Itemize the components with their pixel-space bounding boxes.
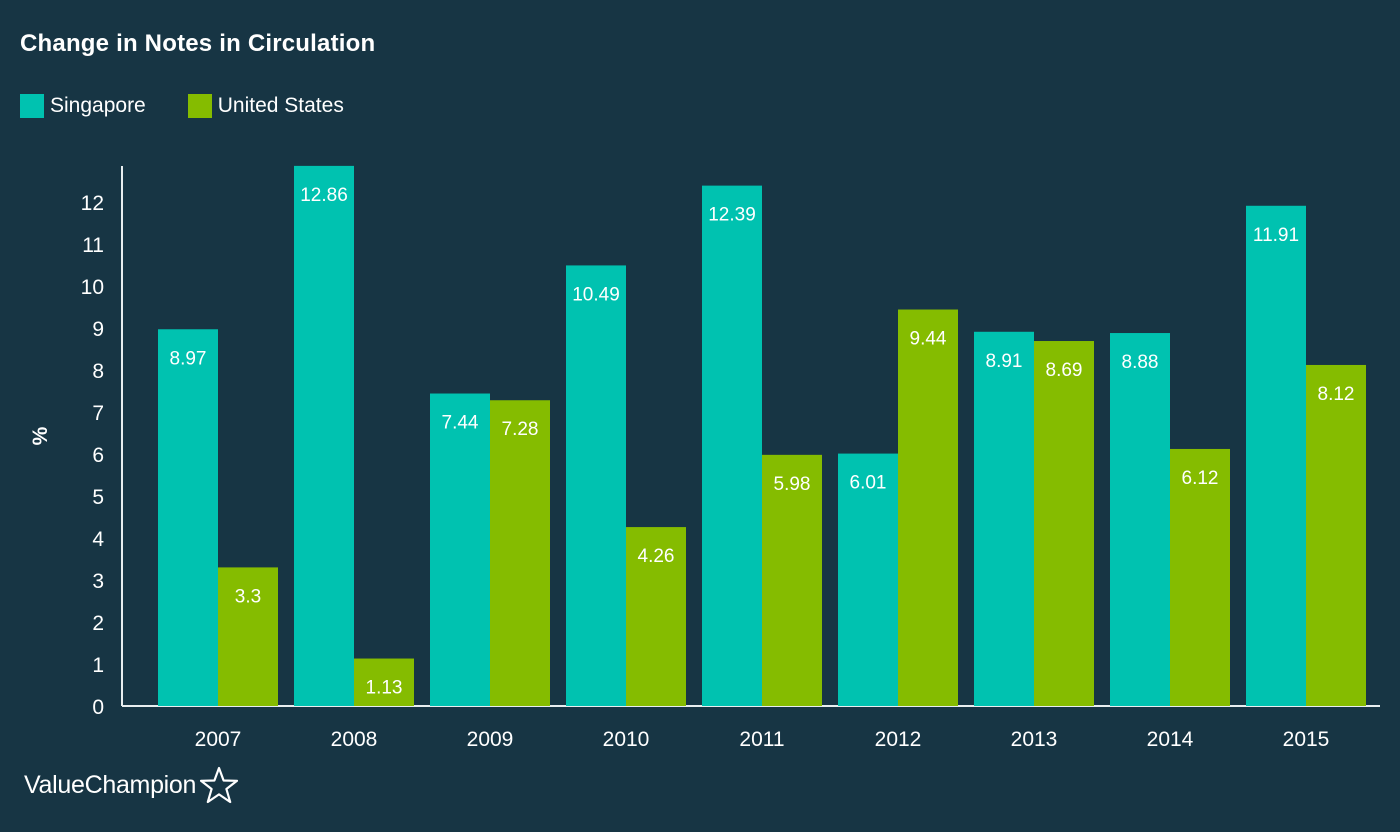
data-label: 8.69	[1046, 360, 1083, 381]
x-tick-label: 2009	[467, 728, 514, 751]
y-tick-label: 12	[81, 192, 104, 215]
legend-item-singapore: Singapore	[20, 94, 146, 118]
y-tick-label: 3	[92, 570, 104, 593]
y-axis-title: %	[29, 426, 52, 445]
y-tick-label: 11	[82, 234, 104, 257]
x-tick-label: 2013	[1011, 728, 1058, 751]
x-tick-label: 2010	[603, 728, 650, 751]
data-label: 1.13	[366, 678, 403, 699]
y-tick-label: 7	[92, 402, 104, 425]
y-tick-label: 5	[92, 486, 104, 509]
bar-singapore-2009	[430, 393, 490, 706]
legend-label-singapore: Singapore	[50, 94, 146, 117]
bar-united-states-2007	[218, 567, 278, 706]
x-tick-label: 2012	[875, 728, 922, 751]
x-tick-label: 2015	[1283, 728, 1330, 751]
data-label: 3.3	[235, 586, 261, 607]
bar-singapore-2012	[838, 453, 898, 706]
bar-singapore-2011	[702, 185, 762, 706]
legend-item-united-states: United States	[187, 94, 344, 118]
data-label: 8.88	[1122, 352, 1159, 373]
data-label: 7.44	[442, 413, 479, 434]
legend: Singapore United States	[20, 94, 386, 118]
data-label: 12.39	[708, 205, 756, 226]
bar-united-states-2011	[762, 454, 822, 706]
bar-singapore-2015	[1246, 205, 1306, 706]
brand-logo: ValueChampion	[24, 766, 239, 804]
y-tick-label: 0	[92, 696, 104, 719]
y-tick-label: 8	[92, 360, 104, 383]
data-label: 9.44	[910, 329, 947, 350]
y-tick-label: 9	[92, 318, 104, 341]
bar-united-states-2015	[1306, 364, 1366, 706]
bar-singapore-2007	[158, 329, 218, 706]
bar-united-states-2014	[1170, 448, 1230, 706]
brand-name: ValueChampion	[24, 770, 197, 799]
bar-united-states-2010	[626, 527, 686, 706]
data-label: 10.49	[572, 284, 620, 305]
data-label: 4.26	[638, 546, 675, 567]
data-label: 6.12	[1182, 468, 1219, 489]
y-tick-label: 1	[92, 654, 104, 677]
y-tick-label: 4	[92, 528, 104, 551]
legend-label-united-states: United States	[217, 94, 344, 117]
bar-singapore-2013	[974, 331, 1034, 706]
x-tick-label: 2011	[739, 728, 784, 751]
bar-singapore-2014	[1110, 333, 1170, 706]
data-label: 7.28	[502, 419, 539, 440]
y-tick-label: 6	[92, 444, 104, 467]
y-tick-label: 2	[92, 612, 104, 635]
data-label: 8.12	[1318, 384, 1355, 405]
x-tick-label: 2007	[195, 728, 242, 751]
chart-title: Change in Notes in Circulation	[20, 30, 376, 57]
y-tick-label: 10	[81, 276, 104, 299]
star-outline-icon	[200, 766, 239, 804]
data-label: 8.91	[986, 351, 1023, 372]
x-tick-label: 2008	[331, 728, 378, 751]
bar-united-states-2012	[898, 309, 958, 706]
bar-singapore-2008	[294, 165, 354, 706]
bar-united-states-2009	[490, 400, 550, 706]
data-label: 12.86	[300, 185, 348, 206]
data-label: 6.01	[850, 473, 887, 494]
bar-singapore-2010	[566, 265, 626, 706]
legend-swatch-united-states	[187, 94, 212, 118]
bar-united-states-2013	[1034, 341, 1094, 706]
data-label: 11.91	[1253, 225, 1299, 246]
x-tick-label: 2014	[1147, 728, 1194, 751]
bar-united-states-2008	[354, 658, 414, 706]
legend-swatch-singapore	[20, 94, 44, 118]
data-label: 8.97	[170, 348, 207, 369]
data-label: 5.98	[774, 474, 811, 495]
